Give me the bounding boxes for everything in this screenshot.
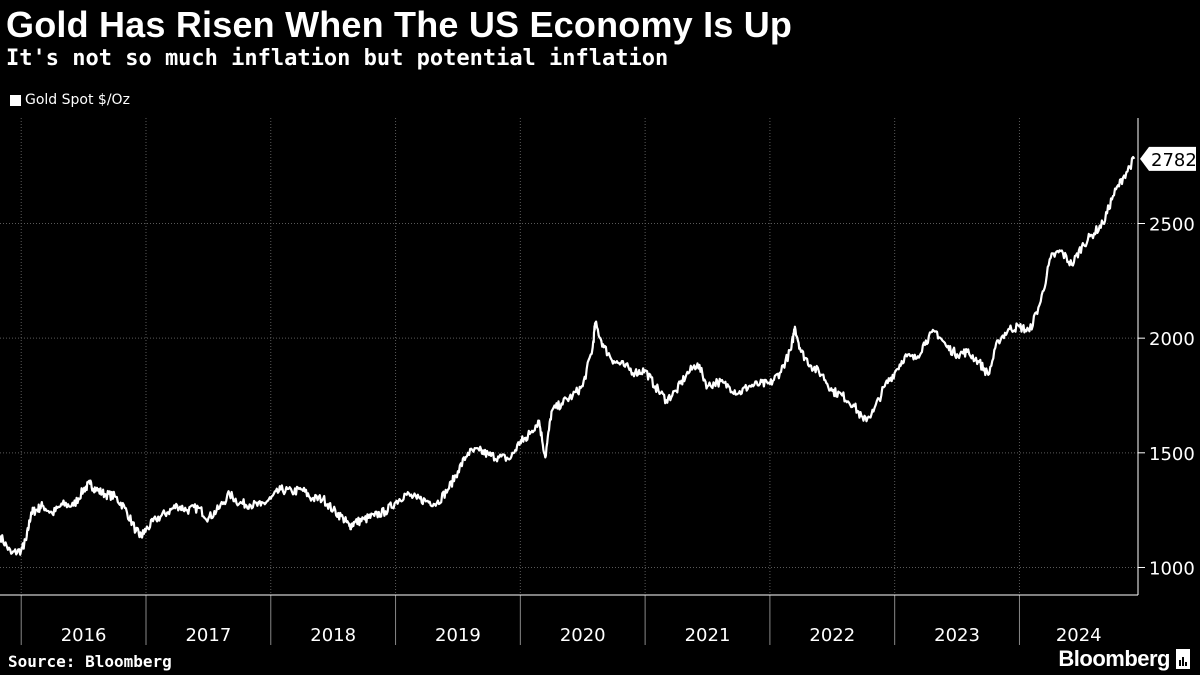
x-tick-label: 2023 xyxy=(934,625,980,646)
chart-legend: Gold Spot $/Oz xyxy=(10,92,130,108)
source-note: Source: Bloomberg xyxy=(8,652,172,671)
x-tick-label: 2020 xyxy=(560,625,606,646)
chart-title: Gold Has Risen When The US Economy Is Up xyxy=(6,4,793,45)
bloomberg-logo: Bloomberg xyxy=(1058,646,1190,672)
last-value-label: 2782 xyxy=(1151,150,1197,171)
last-value-marker xyxy=(1140,146,1196,171)
x-tick-label: 2018 xyxy=(310,625,356,646)
y-tick-label: 1500 xyxy=(1149,444,1195,465)
x-tick-label: 2017 xyxy=(185,625,231,646)
brand-wordmark: Bloomberg xyxy=(1058,646,1170,671)
x-tick-label: 2021 xyxy=(685,625,731,646)
x-tick-label: 2019 xyxy=(435,625,481,646)
gold-spot-line xyxy=(0,155,1136,556)
y-tick-label: 2500 xyxy=(1149,214,1195,235)
x-tick-label: 2024 xyxy=(1056,625,1102,646)
x-tick-label: 2016 xyxy=(61,625,107,646)
y-tick-label: 2000 xyxy=(1149,329,1195,350)
chart-subtitle: It's not so much inflation but potential… xyxy=(6,46,669,71)
legend-label: Gold Spot $/Oz xyxy=(25,92,130,108)
bloomberg-terminal-icon xyxy=(1176,649,1190,669)
legend-swatch xyxy=(10,94,21,106)
y-tick-label: 1000 xyxy=(1149,558,1195,579)
x-tick-label: 2022 xyxy=(809,625,855,646)
